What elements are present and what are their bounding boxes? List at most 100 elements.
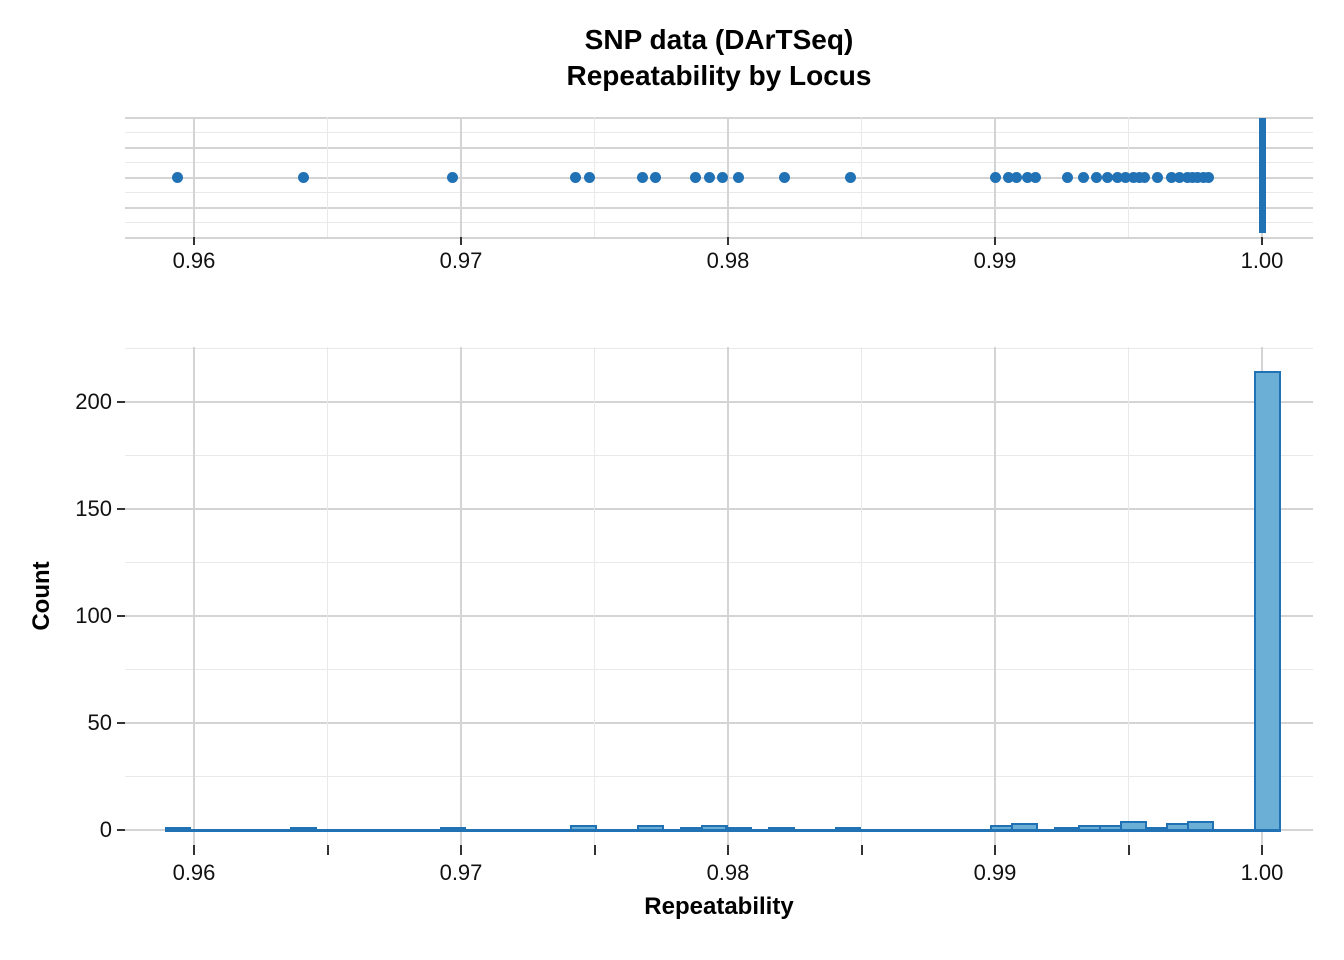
- strip-dot: [1077, 171, 1089, 183]
- y-tick-mark: [117, 507, 125, 510]
- y-tick-label: 50: [87, 709, 112, 735]
- strip-dot: [650, 171, 662, 183]
- histogram-bar: [1120, 820, 1148, 832]
- strip-dot: [1165, 171, 1177, 183]
- gridline: [125, 668, 1313, 670]
- y-tick-mark: [117, 829, 125, 831]
- histogram-bar: [1187, 820, 1214, 832]
- gridline: [125, 400, 1313, 403]
- histogram-bar: [570, 825, 598, 832]
- gridline: [125, 507, 1313, 510]
- gridline: [125, 117, 1313, 119]
- x-tick-mark: [994, 845, 996, 855]
- histogram-bar: [701, 825, 728, 832]
- strip-dot: [447, 171, 459, 183]
- gridline: [125, 454, 1313, 456]
- gridline: [125, 222, 1313, 223]
- strip-dot: [1021, 171, 1033, 183]
- strip-dot: [690, 171, 702, 183]
- x-tick-label: 0.99: [973, 248, 1017, 273]
- strip-dot: [1112, 171, 1124, 183]
- gridline: [125, 347, 1313, 349]
- gridline: [125, 132, 1313, 133]
- strip-dot: [297, 171, 309, 183]
- x-tick-label: 1.00: [1240, 860, 1284, 885]
- x-tick-mark: [193, 845, 195, 855]
- gridline: [193, 117, 195, 237]
- x-tick-mark: [860, 845, 863, 855]
- gridline: [125, 237, 1313, 239]
- gridline: [125, 561, 1313, 563]
- strip-dot: [570, 171, 582, 183]
- strip-dot: [1120, 171, 1132, 183]
- x-tick-mark: [727, 237, 729, 245]
- y-tick-label: 150: [75, 495, 112, 521]
- strip-dot: [1152, 171, 1164, 183]
- strip-dot: [1002, 171, 1014, 183]
- y-tick-label: 100: [75, 602, 112, 628]
- x-tick-label: 0.97: [439, 248, 483, 273]
- x-tick-mark: [1261, 237, 1263, 245]
- y-tick-label: 0: [99, 817, 112, 842]
- x-tick-mark: [1261, 845, 1263, 855]
- x-axis-title: Repeatability: [644, 893, 794, 920]
- x-tick-label: 1.00: [1240, 248, 1284, 273]
- strip-dot: [1010, 171, 1022, 183]
- strip-dot: [1139, 171, 1151, 183]
- x-tick-label: 0.97: [439, 860, 483, 885]
- gridline: [594, 347, 595, 845]
- strip-dot: [717, 171, 729, 183]
- x-tick-mark: [727, 845, 729, 855]
- x-tick-mark: [460, 845, 462, 855]
- y-axis-title: Count: [28, 561, 55, 631]
- histogram-bar: [637, 825, 664, 832]
- gridline: [125, 147, 1313, 149]
- gridline: [994, 347, 996, 845]
- gridline: [1128, 347, 1129, 845]
- gridline: [460, 347, 462, 845]
- histogram-bar: [1011, 823, 1038, 832]
- y-tick-label: 200: [75, 388, 112, 414]
- x-tick-label: 0.98: [706, 248, 750, 273]
- strip-dot: [845, 171, 857, 183]
- histogram-bar: [290, 827, 317, 832]
- gridline: [125, 721, 1313, 724]
- histogram-bar: [834, 827, 862, 832]
- gridline: [125, 162, 1313, 163]
- strip-dot: [703, 171, 715, 183]
- gridline: [327, 347, 328, 845]
- chart-title-line-2: Repeatability by Locus: [566, 60, 872, 91]
- gridline: [327, 117, 328, 237]
- x-tick-mark: [460, 237, 462, 245]
- x-tick-mark: [326, 845, 329, 855]
- strip-dot: [172, 171, 184, 183]
- x-tick-label: 0.98: [706, 860, 750, 885]
- histogram-bar: [1253, 371, 1281, 832]
- histogram-bar: [1053, 827, 1081, 832]
- gridline: [193, 347, 195, 845]
- y-tick-mark: [117, 400, 125, 403]
- x-tick-label: 0.96: [172, 248, 216, 273]
- strip-dot: [1090, 171, 1102, 183]
- chart-title-line-1: SNP data (DArTSeq): [584, 24, 854, 55]
- x-tick-mark: [593, 845, 596, 855]
- strip-dot: [989, 171, 1001, 183]
- gridline: [125, 614, 1313, 617]
- strip-dot: [1061, 171, 1073, 183]
- gridline: [460, 117, 462, 237]
- strip-dot: [733, 171, 745, 183]
- x-tick-mark: [193, 237, 195, 245]
- histogram-bar: [725, 827, 753, 832]
- y-tick-mark: [117, 614, 125, 617]
- gridline: [125, 192, 1313, 193]
- gridline: [727, 347, 729, 845]
- strip-dot: [1203, 171, 1215, 183]
- histogram-bar: [768, 827, 795, 832]
- y-tick-mark: [117, 721, 125, 724]
- strip-dot: [1173, 171, 1185, 183]
- gridline: [861, 117, 862, 237]
- strip-dot: [1029, 171, 1041, 183]
- gridline: [861, 347, 862, 845]
- strip-dot: [637, 171, 649, 183]
